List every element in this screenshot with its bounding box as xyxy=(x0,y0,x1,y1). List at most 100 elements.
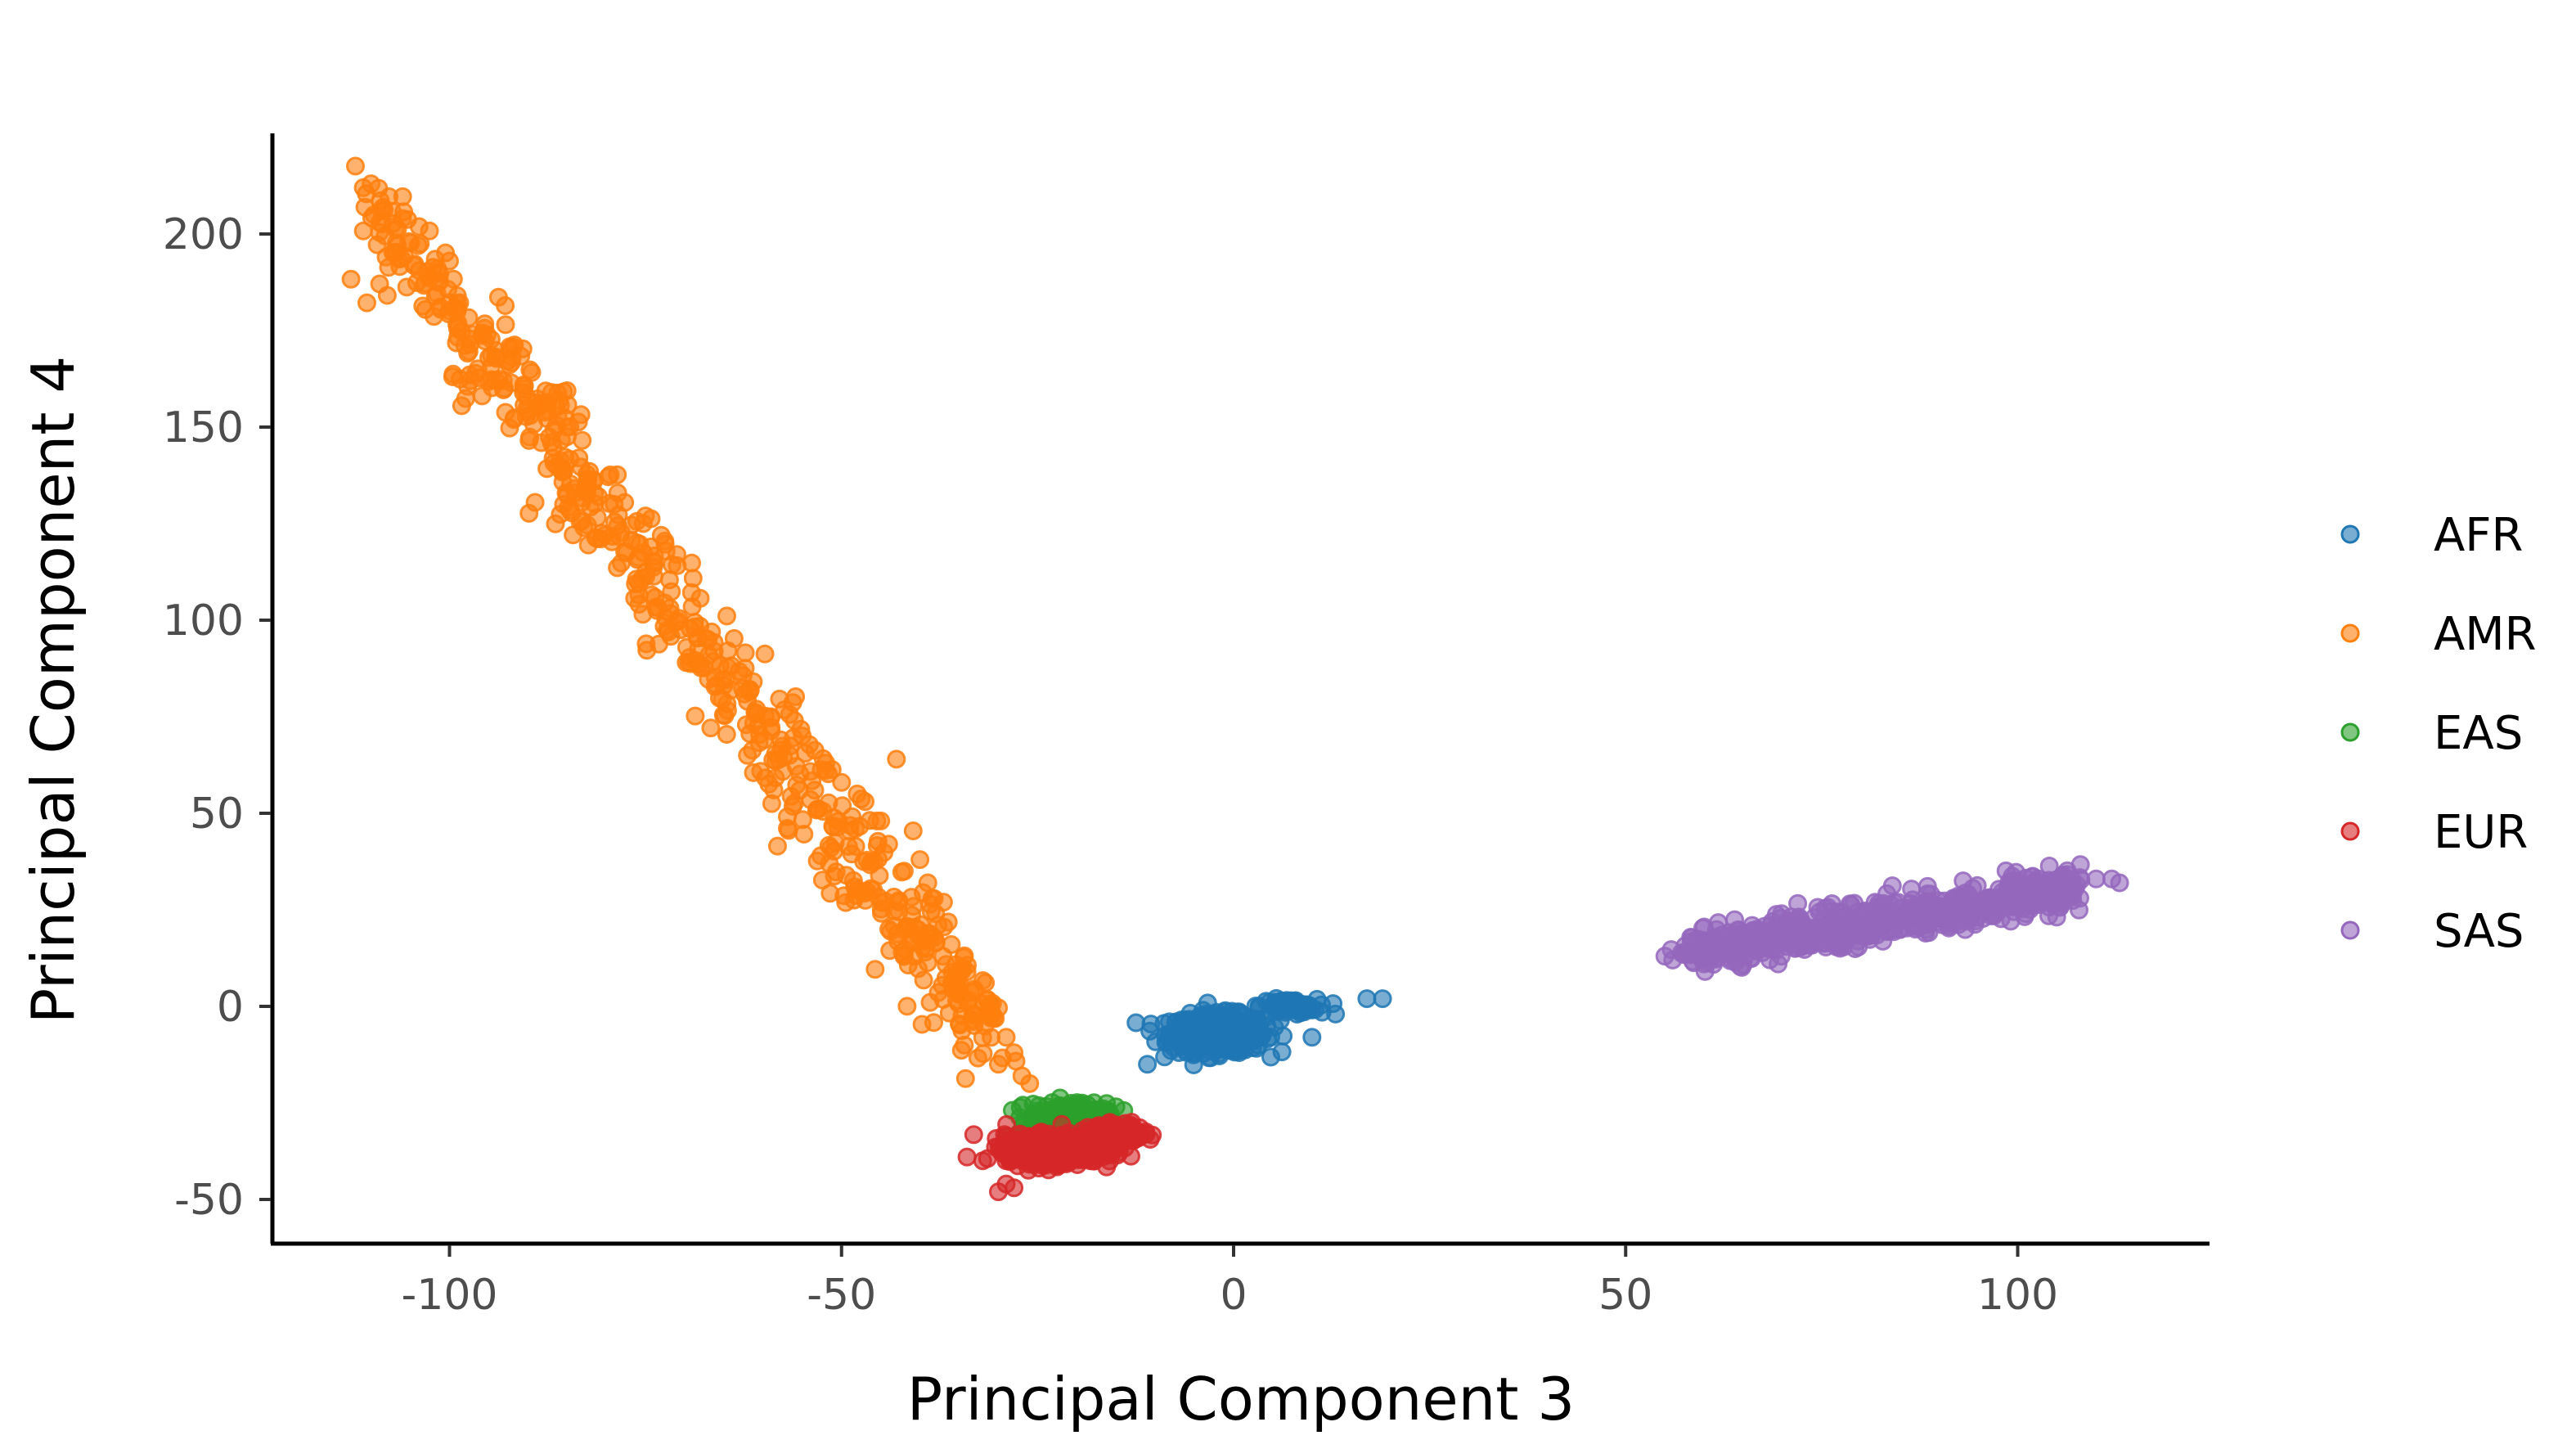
data-point-sas xyxy=(1663,950,1683,970)
data-point-sas xyxy=(1744,921,1763,941)
legend-label-eur: EUR xyxy=(2434,806,2528,859)
data-point-amr xyxy=(920,992,940,1012)
data-point-amr xyxy=(377,286,397,305)
y-axis-title: Principal Component 4 xyxy=(19,356,88,1024)
data-point-amr xyxy=(840,821,860,841)
data-point-amr xyxy=(820,884,840,903)
data-point-amr xyxy=(704,651,723,671)
data-point-afr xyxy=(1373,989,1392,1009)
legend-label-sas: SAS xyxy=(2434,905,2524,958)
data-point-amr xyxy=(589,487,609,506)
data-point-amr xyxy=(690,588,710,608)
data-point-amr xyxy=(915,943,935,962)
data-point-amr xyxy=(735,659,755,678)
data-point-amr xyxy=(996,1028,1016,1047)
data-point-amr xyxy=(465,363,485,383)
data-point-amr xyxy=(964,997,983,1016)
data-point-amr xyxy=(968,1048,987,1068)
data-point-amr xyxy=(981,1008,1000,1028)
data-point-amr xyxy=(889,902,909,921)
data-point-amr xyxy=(557,417,577,437)
data-point-amr xyxy=(519,503,539,523)
data-point-amr xyxy=(957,962,977,981)
data-point-eas xyxy=(1106,1097,1126,1117)
data-point-amr xyxy=(644,557,663,577)
data-point-amr xyxy=(599,467,618,487)
data-point-amr xyxy=(440,251,459,271)
legend-marker-afr xyxy=(2340,524,2360,544)
x-tick-label: 0 xyxy=(1220,1271,1247,1320)
data-point-sas xyxy=(2070,855,2090,875)
data-point-amr xyxy=(502,348,522,367)
data-point-amr xyxy=(405,254,425,274)
data-point-amr xyxy=(443,364,463,384)
data-point-amr xyxy=(565,483,585,502)
data-point-sas xyxy=(2110,873,2129,893)
data-point-afr xyxy=(1261,1047,1280,1067)
data-point-amr xyxy=(518,402,537,421)
data-point-afr xyxy=(1270,994,1290,1014)
data-point-amr xyxy=(933,893,953,912)
data-point-eur xyxy=(1106,1127,1126,1146)
data-point-afr xyxy=(1141,1015,1161,1034)
data-point-afr xyxy=(1175,1036,1194,1055)
data-point-eur xyxy=(1083,1151,1103,1171)
data-point-sas xyxy=(1718,948,1738,968)
y-tick-label: 50 xyxy=(190,790,244,839)
data-point-amr xyxy=(735,643,755,663)
y-axis-ticks: -50 0 50 100 150 200 xyxy=(163,210,271,1225)
data-point-amr xyxy=(965,981,985,1001)
data-point-sas xyxy=(1694,954,1714,974)
data-point-amr xyxy=(865,960,885,979)
data-point-amr xyxy=(832,772,852,792)
data-point-amr xyxy=(780,736,800,756)
data-point-amr xyxy=(504,410,524,430)
data-point-amr xyxy=(816,754,836,773)
data-point-sas xyxy=(1709,913,1728,933)
legend-marker-eas xyxy=(2340,722,2360,742)
legend-marker-amr xyxy=(2340,623,2360,643)
data-point-amr xyxy=(699,630,718,650)
data-point-amr xyxy=(724,628,744,648)
data-point-amr xyxy=(786,687,806,706)
data-point-amr xyxy=(447,286,467,305)
data-point-eur xyxy=(957,1147,977,1167)
data-point-eur xyxy=(1122,1113,1141,1132)
data-point-amr xyxy=(897,997,917,1016)
data-point-amr xyxy=(443,269,463,289)
data-point-afr xyxy=(1210,1046,1230,1065)
data-point-amr xyxy=(542,433,561,452)
data-point-amr xyxy=(801,762,820,781)
data-point-amr xyxy=(651,525,671,545)
data-point-amr xyxy=(826,862,846,882)
data-point-amr xyxy=(946,991,966,1010)
data-point-amr xyxy=(393,209,412,228)
data-point-amr xyxy=(744,713,763,733)
data-point-amr xyxy=(649,634,668,654)
data-point-eur xyxy=(1072,1121,1092,1141)
data-point-amr xyxy=(383,243,402,263)
data-point-amr xyxy=(574,518,594,538)
data-point-amr xyxy=(662,582,681,601)
data-point-amr xyxy=(902,932,921,952)
data-point-amr xyxy=(872,903,891,923)
data-point-sas xyxy=(1967,875,1987,895)
data-point-amr xyxy=(842,844,861,864)
x-axis-title: Principal Component 3 xyxy=(907,1365,1575,1433)
data-point-amr xyxy=(801,790,820,809)
data-point-amr xyxy=(722,680,742,700)
data-point-afr xyxy=(1215,1009,1234,1028)
data-point-sas xyxy=(1916,913,1935,933)
data-point-amr xyxy=(668,545,686,565)
x-tick-label: -100 xyxy=(401,1271,497,1320)
data-point-amr xyxy=(766,768,785,788)
data-point-sas xyxy=(1771,908,1791,928)
data-point-amr xyxy=(680,648,699,667)
data-point-eur xyxy=(1055,1136,1075,1156)
x-axis-ticks: -100 -50 0 50 100 xyxy=(401,1245,2058,1320)
data-point-sas xyxy=(1954,904,1974,924)
data-point-amr xyxy=(608,558,627,578)
data-point-sas xyxy=(2015,907,2034,926)
data-point-amr xyxy=(857,881,877,901)
data-point-amr xyxy=(701,718,721,738)
